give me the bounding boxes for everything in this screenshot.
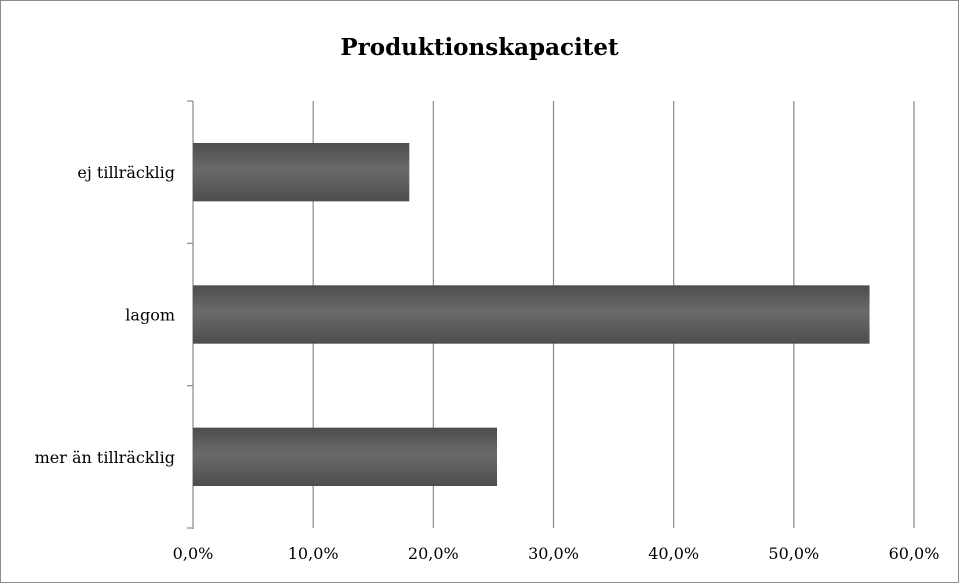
bar [193,142,410,202]
x-tick-label: 10,0% [288,544,339,563]
x-tick-label: 20,0% [408,544,459,563]
chart-title: Produktionskapacitet [340,34,619,61]
bar [193,427,498,487]
y-category-label: mer än tillräcklig [35,448,175,467]
x-tick-label: 50,0% [768,544,819,563]
x-tick-label: 0,0% [173,544,214,563]
x-tick-label: 40,0% [648,544,699,563]
x-tick-label: 30,0% [528,544,579,563]
y-category-label: ej tillräcklig [77,163,175,182]
bar [193,285,870,344]
x-tick-label: 60,0% [889,544,940,563]
y-category-label: lagom [125,306,175,325]
